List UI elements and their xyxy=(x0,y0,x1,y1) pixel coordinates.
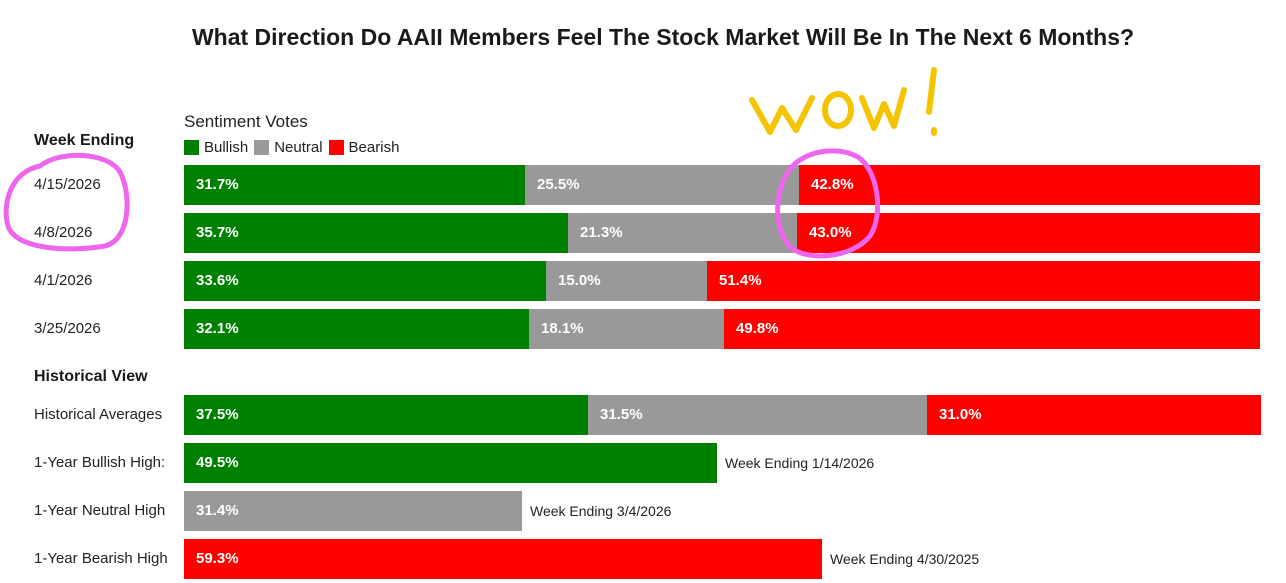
legend-title: Sentiment Votes xyxy=(184,112,308,131)
data-label-bullish: 35.7% xyxy=(196,224,239,241)
bar-bearish-1-year-bearish-high xyxy=(184,539,822,579)
bar-bearish-historical-averages xyxy=(927,395,1261,435)
bar-bullish-3-25-2026 xyxy=(184,309,529,349)
data-label-neutral: 18.1% xyxy=(541,320,584,337)
row-label: 1-Year Neutral High xyxy=(34,502,166,519)
data-label-neutral: 31.5% xyxy=(600,406,643,423)
legend-swatch-bullish xyxy=(184,140,199,155)
chart-title: What Direction Do AAII Members Feel The … xyxy=(191,24,1135,50)
bar-bullish-4-8-2026 xyxy=(184,213,568,253)
data-label-bearish: 51.4% xyxy=(719,272,762,289)
legend-swatch-bearish xyxy=(328,140,344,155)
data-label-bearish: 42.8% xyxy=(811,176,854,193)
legend-item-bullish: Bullish xyxy=(184,139,248,156)
bar-bearish-3-25-2026 xyxy=(724,309,1260,349)
data-label-bearish: 43.0% xyxy=(809,224,852,241)
data-label-bullish: 33.6% xyxy=(196,272,239,289)
section-week-ending: Week Ending xyxy=(34,132,135,149)
legend-label-neutral: Neutral xyxy=(274,139,323,156)
bar-neutral-4-1-2026 xyxy=(546,261,707,301)
bar-neutral-historical-averages xyxy=(588,395,927,435)
row-label: 1-Year Bullish High: xyxy=(34,454,166,471)
bar-bullish-1-year-bullish-high xyxy=(184,443,717,483)
bar-bullish-4-1-2026 xyxy=(184,261,546,301)
bar-neutral-3-25-2026 xyxy=(529,309,724,349)
data-label-neutral: 21.3% xyxy=(580,224,623,241)
row-label: 4/8/2026 xyxy=(34,224,93,241)
bar-bullish-4-15-2026 xyxy=(184,165,525,205)
legend-item-bearish: Bearish xyxy=(328,139,400,156)
data-label-bearish: 59.3% xyxy=(196,550,239,567)
data-label-neutral: 31.4% xyxy=(196,502,239,519)
data-label-bearish: 49.8% xyxy=(736,320,779,337)
row-label: 4/1/2026 xyxy=(34,272,93,289)
row-label: Historical Averages xyxy=(34,406,163,423)
bar-neutral-1-year-neutral-high xyxy=(184,491,522,531)
bar-neutral-4-15-2026 xyxy=(525,165,799,205)
data-label-neutral: 25.5% xyxy=(537,176,580,193)
row-note: Week Ending 3/4/2026 xyxy=(530,503,672,519)
row-label: 3/25/2026 xyxy=(34,320,101,337)
bar-bullish-historical-averages xyxy=(184,395,588,435)
bar-neutral-4-8-2026 xyxy=(568,213,797,253)
row-note: Week Ending 1/14/2026 xyxy=(725,455,875,471)
row-label: 1-Year Bearish High xyxy=(34,550,168,567)
section-historical-view: Historical View xyxy=(34,368,148,385)
row-note: Week Ending 4/30/2025 xyxy=(830,551,980,567)
bar-bearish-4-8-2026 xyxy=(797,213,1260,253)
data-label-bearish: 31.0% xyxy=(939,406,982,423)
legend-swatch-neutral xyxy=(254,140,270,155)
data-label-bullish: 32.1% xyxy=(196,320,239,337)
wow-annotation xyxy=(749,67,937,136)
data-label-neutral: 15.0% xyxy=(558,272,601,289)
data-label-bullish: 31.7% xyxy=(196,176,239,193)
legend-item-neutral: Neutral xyxy=(254,139,323,156)
legend: Bullish Neutral Bearish xyxy=(184,139,405,156)
data-label-bullish: 37.5% xyxy=(196,406,239,423)
data-label-bullish: 49.5% xyxy=(196,454,239,471)
legend-label-bearish: Bearish xyxy=(348,139,400,156)
legend-label-bullish: Bullish xyxy=(204,139,249,156)
bar-bearish-4-1-2026 xyxy=(707,261,1260,301)
bar-bearish-4-15-2026 xyxy=(799,165,1260,205)
row-label: 4/15/2026 xyxy=(34,176,101,193)
